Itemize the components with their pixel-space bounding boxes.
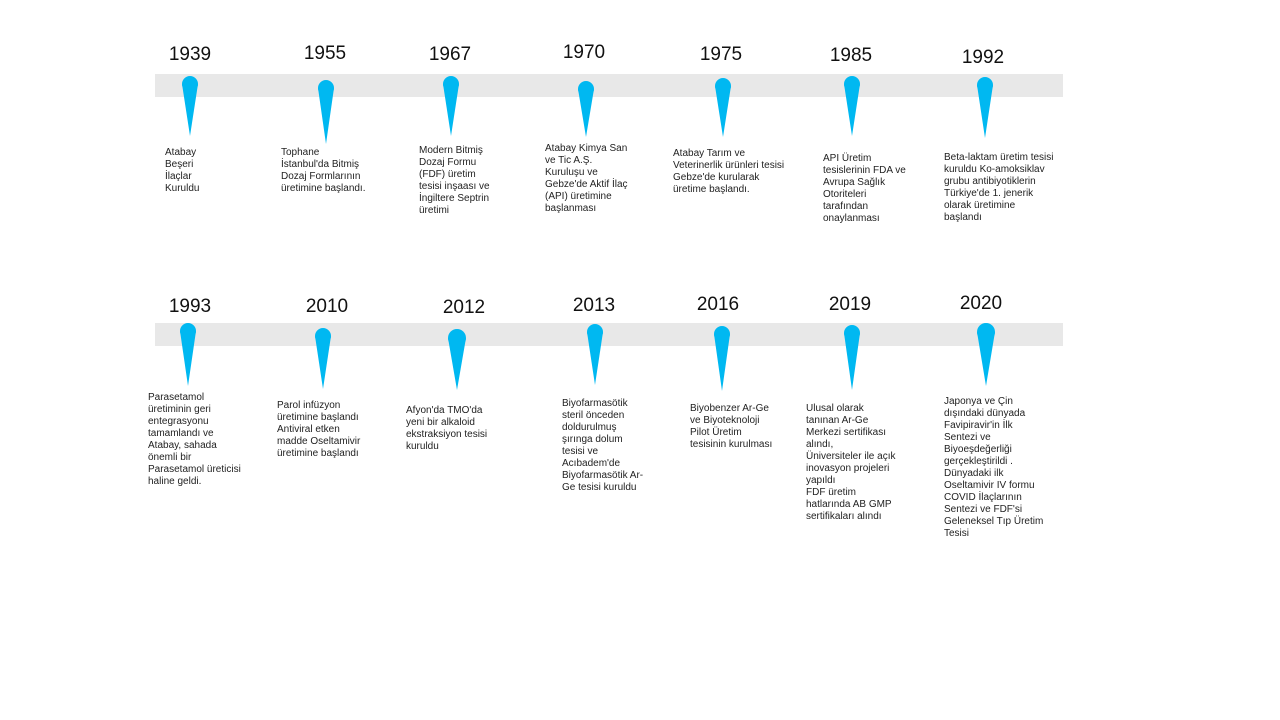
timeline-pin-icon	[315, 328, 331, 389]
event-description: Atabay Kimya San ve Tic A.Ş. Kuruluşu ve…	[545, 143, 628, 214]
event-description: Modern Bitmiş Dozaj Formu (FDF) üretim t…	[419, 145, 490, 216]
event-description: Afyon'da TMO'da yeni bir alkaloid ekstra…	[406, 405, 488, 452]
event-description: Japonya ve Çin dışındaki dünyada Favipir…	[944, 396, 1044, 539]
timeline-band-top	[155, 74, 1063, 97]
timeline-pin-icon	[182, 76, 198, 136]
year-label: 2020	[959, 293, 1003, 314]
year-label: 1939	[168, 44, 212, 65]
year-label: 2010	[305, 296, 349, 317]
event-description: Ulusal olarak tanınan Ar-Ge Merkezi sert…	[806, 403, 896, 522]
timeline-pin-icon	[844, 325, 860, 390]
timeline-pin-icon	[587, 324, 603, 385]
timeline-pin-icon	[318, 80, 334, 144]
timeline-pin-icon	[714, 326, 730, 391]
timeline-pin-icon	[844, 76, 860, 136]
timeline-pin-icon	[448, 329, 466, 390]
year-label: 2012	[442, 297, 486, 318]
year-label: 2019	[828, 294, 872, 315]
year-label: 1955	[303, 43, 347, 64]
event-description: Beta-laktam üretim tesisi kuruldu Ko-amo…	[944, 152, 1054, 223]
timeline-pin-icon	[977, 77, 993, 138]
year-label: 1985	[829, 45, 873, 66]
year-label: 1992	[961, 47, 1005, 68]
event-description: Atabay Beşeri İlaçlar Kuruldu	[165, 147, 200, 194]
year-label: 1993	[168, 296, 212, 317]
event-description: API Üretim tesislerinin FDA ve Avrupa Sa…	[823, 153, 906, 224]
event-description: Biyobenzer Ar-Ge ve Biyoteknoloji Pilot …	[690, 403, 773, 450]
timeline-band-bottom	[155, 323, 1063, 346]
year-label: 2016	[696, 294, 740, 315]
year-label: 2013	[572, 295, 616, 316]
event-description: Atabay Tarım ve Veterinerlik ürünleri te…	[673, 148, 785, 195]
timeline-pin-icon	[578, 81, 594, 137]
event-description: Tophane İstanbul'da Bitmiş Dozaj Formlar…	[281, 147, 366, 194]
timeline-pin-icon	[443, 76, 459, 136]
timeline-pin-icon	[977, 323, 995, 386]
event-description: Biyofarmasötik steril önceden doldurulmu…	[562, 398, 644, 493]
year-label: 1967	[428, 44, 472, 65]
timeline-pin-icon	[180, 323, 196, 386]
year-label: 1970	[562, 42, 606, 63]
timeline-pin-icon	[715, 78, 731, 137]
event-description: Parasetamol üretiminin geri entegrasyonu…	[148, 392, 241, 487]
year-label: 1975	[699, 44, 743, 65]
event-description: Parol infüzyon üretimine başlandı Antivi…	[277, 400, 361, 459]
